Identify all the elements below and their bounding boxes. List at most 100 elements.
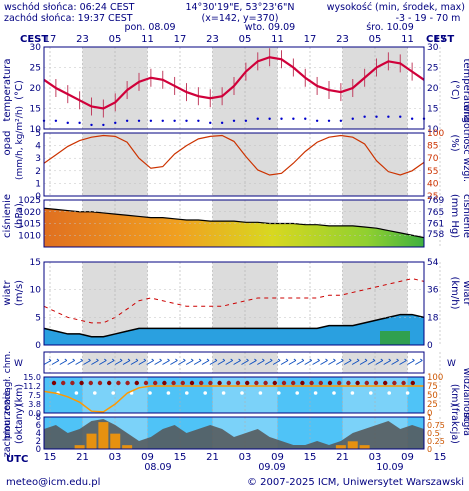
bottom-date-label: 10.09 bbox=[376, 462, 403, 473]
y-tick-label-right: 25 bbox=[427, 192, 438, 202]
cloud-base-dot bbox=[401, 380, 406, 386]
dew-point-dot bbox=[232, 119, 236, 123]
wind-arrow bbox=[51, 360, 60, 365]
temp-left-unit: (°C) bbox=[14, 80, 25, 100]
wind-arrow bbox=[122, 360, 131, 365]
top-hour-label: 11 bbox=[141, 34, 154, 45]
cloud-base-dot bbox=[79, 380, 84, 386]
cloud-low-dot bbox=[369, 391, 373, 395]
wind-arrow bbox=[272, 360, 281, 365]
clouds-left-unit: (oktany) bbox=[14, 404, 25, 444]
cloud-base-dot bbox=[116, 380, 121, 386]
cloud-low-dot bbox=[93, 391, 97, 395]
cloud-base-dot bbox=[217, 380, 222, 386]
bottom-hour-label: 03 bbox=[239, 452, 252, 463]
y-tick-label-right: 54 bbox=[427, 258, 439, 268]
cloud-base-dot bbox=[327, 380, 333, 386]
wind-arrow-head bbox=[412, 358, 415, 361]
dew-point-dot bbox=[256, 117, 259, 120]
y-tick-label: 4 bbox=[35, 142, 41, 152]
dew-point-dot bbox=[387, 115, 390, 118]
height-values: -3 - 19 - 70 m bbox=[396, 13, 461, 24]
cloud-low-dot bbox=[295, 391, 300, 395]
cloud-base-dot bbox=[272, 380, 277, 386]
wind-arrow-head bbox=[309, 358, 313, 361]
pressure-line bbox=[43, 207, 425, 239]
temp-left-label: temperatura bbox=[2, 58, 13, 121]
wind-arrow-head bbox=[183, 358, 186, 361]
pressure-area bbox=[44, 208, 424, 247]
y-tick-label: 1020 bbox=[18, 208, 41, 218]
fog-bar bbox=[122, 445, 133, 449]
wind-right-label: wiatr bbox=[461, 280, 469, 306]
wind-arrow bbox=[241, 360, 249, 365]
sunset-text: zachód słońca: 19:37 CEST bbox=[4, 13, 133, 24]
cloud-low-dot bbox=[313, 391, 318, 395]
wind-panel-border bbox=[43, 261, 425, 346]
wind-arrow-head bbox=[127, 358, 131, 361]
wind-arrow-head bbox=[206, 358, 210, 361]
winddir-right-label: W bbox=[447, 359, 456, 369]
wind-arrow bbox=[328, 360, 336, 365]
cloud-low-dot bbox=[166, 391, 171, 395]
dew-point-dot bbox=[244, 119, 248, 123]
wind-strong-area bbox=[380, 331, 410, 345]
y-tick-label: 7.5 bbox=[28, 391, 41, 400]
fog-bar bbox=[110, 433, 121, 449]
y-tick-label: 2 bbox=[35, 167, 41, 177]
top-hour-label: 05 bbox=[369, 34, 382, 45]
bottom-hour-labels: 15 21 03 09 15 21 03 09 15 21 03 09 15 bbox=[44, 452, 447, 463]
dew-point-dot bbox=[78, 121, 81, 125]
dew-point-dot bbox=[268, 117, 271, 120]
y-tick-label-right: 761 bbox=[427, 220, 444, 230]
wind-arrow-head bbox=[364, 358, 368, 361]
pressure-right-unit: (mm Hg) bbox=[449, 194, 460, 238]
y-tick-label-right: 1 bbox=[427, 413, 432, 422]
wind-left-label: wiatr bbox=[2, 280, 13, 306]
bottom-date-label: 08.09 bbox=[144, 462, 171, 473]
cloud-base-dot bbox=[245, 380, 250, 386]
wind-gust-line bbox=[43, 278, 425, 324]
dew-point-dot bbox=[399, 115, 402, 118]
dew-point-dot bbox=[197, 119, 200, 123]
wind-arrow bbox=[99, 360, 107, 365]
wind-arrow bbox=[233, 360, 241, 365]
wind-arrow bbox=[375, 360, 384, 365]
top-hour-label: 17 bbox=[434, 34, 447, 45]
night-band bbox=[82, 352, 148, 373]
bottom-hour-label: 03 bbox=[369, 452, 382, 463]
grid-text: (x=142, y=370) bbox=[202, 13, 279, 24]
wind-speed-line bbox=[43, 313, 425, 338]
dew-point-dot bbox=[375, 115, 378, 118]
temperature-panel-border bbox=[43, 46, 425, 130]
bottom-hour-label: 21 bbox=[336, 452, 349, 463]
wind-arrow-head bbox=[143, 358, 147, 361]
fog-bar bbox=[98, 422, 109, 449]
wind-left-unit: (m/s) bbox=[14, 280, 25, 306]
wind-arrow bbox=[83, 360, 91, 365]
cloud-base-dot bbox=[107, 380, 112, 386]
cloud-base-dot bbox=[143, 380, 149, 386]
wind-arrow bbox=[146, 360, 154, 365]
winddir-panel-border bbox=[43, 351, 425, 374]
top-tz-left: CEST bbox=[20, 34, 48, 45]
y-tick-label: 0 bbox=[36, 445, 41, 455]
cloud-base-dot bbox=[180, 380, 185, 386]
cloud-base-dot bbox=[263, 380, 268, 386]
y-tick-label: 15 bbox=[30, 258, 41, 268]
wind-arrow-head bbox=[80, 358, 83, 361]
cloud-base-dot bbox=[355, 380, 360, 386]
dew-point-dot bbox=[339, 119, 343, 123]
wind-arrow-head bbox=[64, 358, 68, 361]
clouds-right-unit: mgła bbox=[461, 412, 469, 436]
dew-point-dot bbox=[292, 117, 295, 120]
fog-bar bbox=[359, 445, 370, 449]
top-hour-label: 17 bbox=[44, 34, 57, 45]
vis-right-unit: (km) bbox=[449, 384, 460, 406]
wind-arrow bbox=[201, 360, 210, 365]
cloud-base-dot bbox=[410, 380, 415, 386]
wind-arrow-head bbox=[151, 358, 154, 361]
wind-arrow bbox=[257, 360, 265, 365]
y-tick-label-right: 10 bbox=[427, 125, 439, 135]
wind-arrow bbox=[178, 360, 186, 365]
